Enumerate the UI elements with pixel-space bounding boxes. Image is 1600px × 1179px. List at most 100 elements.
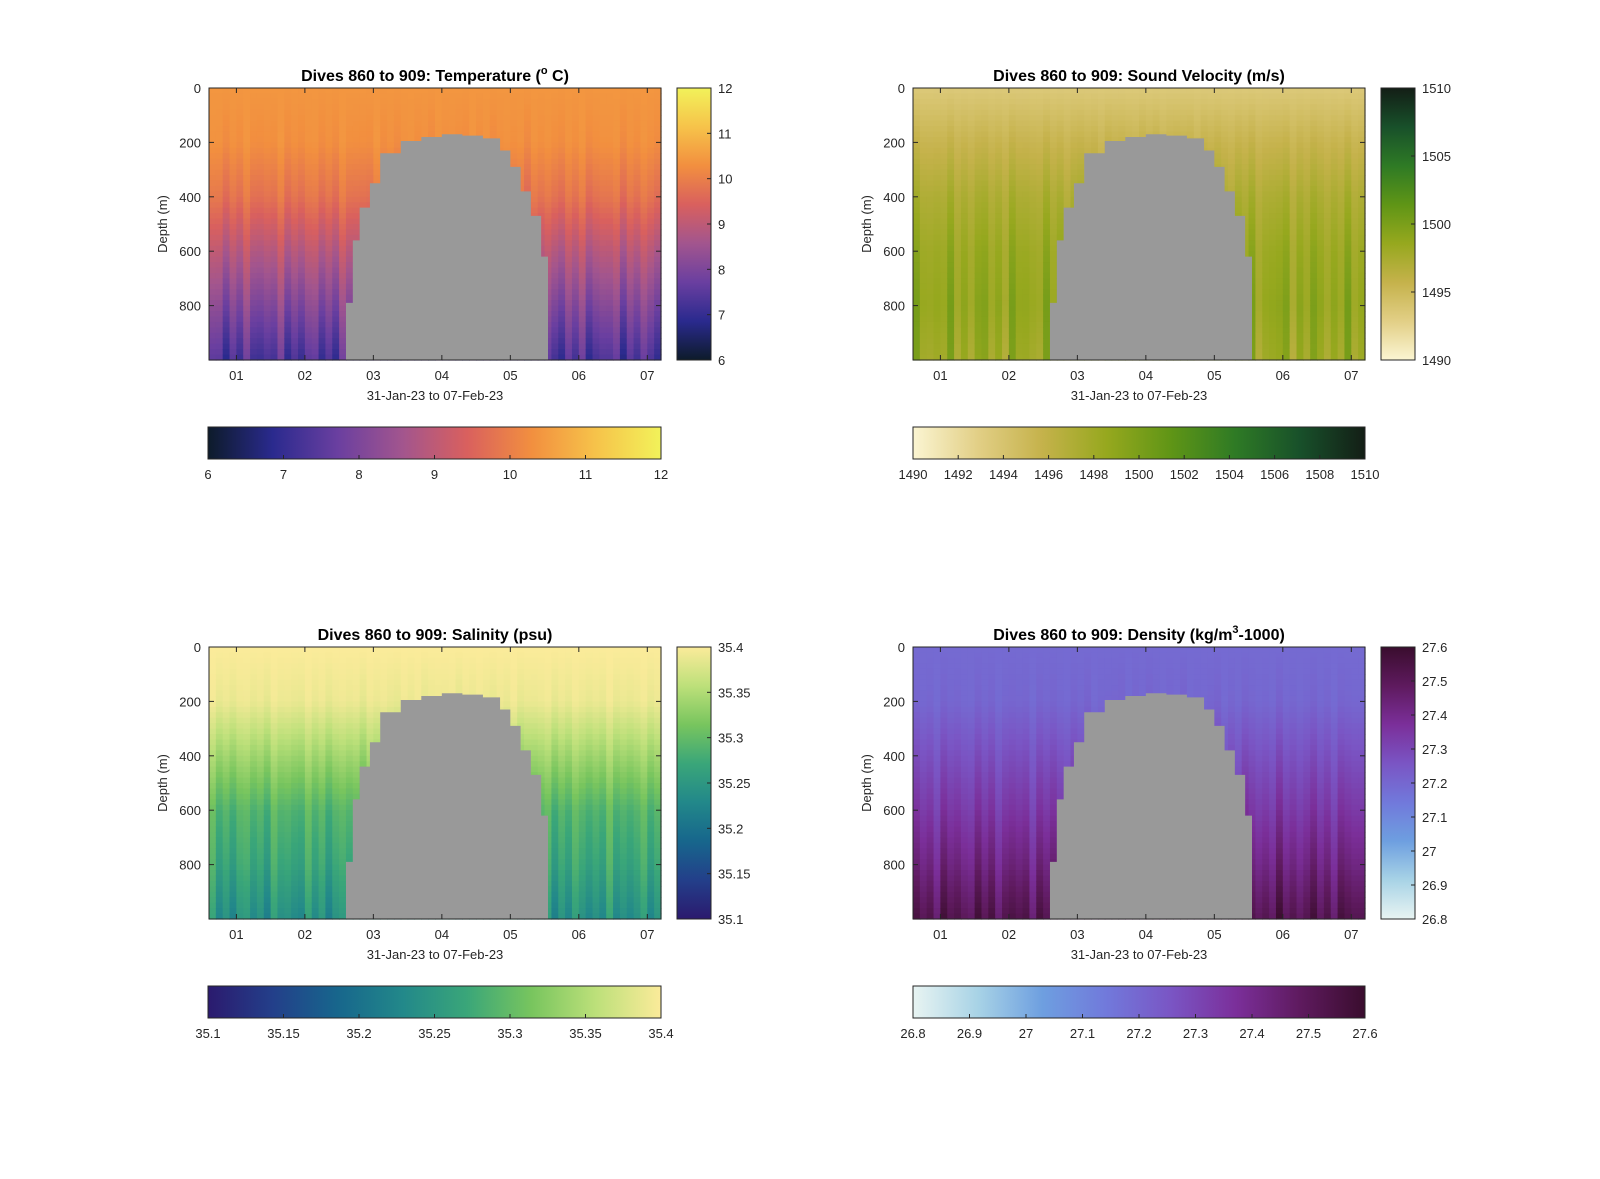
heatmap-cell (359, 158, 368, 165)
heatmap-cell (1015, 305, 1024, 312)
heatmap-cell (243, 98, 251, 105)
heatmap-cell (633, 245, 642, 252)
heatmap-cell (1070, 120, 1078, 127)
y-tick-label: 600 (179, 244, 201, 259)
heatmap-cell (263, 240, 272, 247)
heatmap-cell (222, 147, 231, 154)
heatmap-cell (947, 207, 955, 214)
x-axis-label: 31-Jan-23 to 07-Feb-23 (367, 388, 504, 403)
heatmap-cell (565, 98, 573, 105)
heatmap-cell (537, 115, 546, 122)
heatmap-cell (1008, 88, 1017, 95)
heatmap-cell (960, 278, 969, 285)
heatmap-cell (933, 104, 941, 111)
heatmap-cell (571, 142, 580, 149)
heatmap-cell (517, 98, 525, 105)
heatmap-cell (565, 147, 573, 154)
heatmap-cell (291, 158, 299, 165)
heatmap-cell (263, 136, 272, 143)
heatmap-cell (1091, 142, 1099, 149)
heatmap-cell (619, 327, 628, 334)
heatmap-cell (256, 164, 265, 171)
heatmap-cell (236, 272, 244, 279)
heatmap-cell (339, 262, 347, 269)
heatmap-cell (633, 343, 642, 350)
heatmap-cell (263, 305, 272, 312)
heatmap-cell (599, 229, 607, 236)
heatmap-cell (1029, 240, 1037, 247)
heatmap-cell (640, 267, 648, 274)
heatmap-cell (482, 120, 491, 127)
heatmap-cell (633, 311, 642, 318)
heatmap-cell (270, 283, 279, 290)
heatmap-cell (284, 185, 292, 192)
heatmap-cell (633, 300, 642, 307)
heatmap-cell (565, 104, 573, 111)
heatmap-cell (1036, 316, 1044, 323)
heatmap-cell (291, 251, 299, 258)
heatmap-cell (236, 311, 244, 318)
heatmap-cell (578, 180, 587, 187)
heatmap-cell (654, 278, 662, 285)
heatmap-cell (551, 343, 559, 350)
heatmap-cell (215, 175, 224, 182)
heatmap-cell (919, 267, 928, 274)
heatmap-cell (277, 213, 285, 220)
heatmap-cell (243, 256, 251, 263)
heatmap-cell (1049, 213, 1058, 220)
heatmap-cell (1043, 289, 1051, 296)
heatmap-cell (277, 234, 285, 241)
heatmap-cell (1070, 153, 1078, 160)
heatmap-cell (1097, 131, 1106, 138)
heatmap-cell (995, 88, 1003, 95)
heatmap-cell (1022, 289, 1031, 296)
heatmap-cell (1015, 158, 1024, 165)
heatmap-cell (940, 316, 948, 323)
heatmap-cell (537, 218, 546, 225)
heatmap-cell (304, 327, 313, 334)
heatmap-cell (585, 338, 594, 345)
heatmap-cell (940, 88, 948, 95)
heatmap-cell (277, 272, 285, 279)
heatmap-cell (551, 251, 559, 258)
heatmap-cell (981, 142, 989, 149)
heatmap-cell (209, 224, 217, 231)
heatmap-cell (263, 104, 272, 111)
heatmap-cell (215, 332, 224, 339)
heatmap-cell (209, 93, 217, 100)
heatmap-cell (1111, 120, 1120, 127)
heatmap-cell (1049, 256, 1058, 263)
heatmap-cell (1008, 104, 1017, 111)
heatmap-cell (284, 202, 292, 209)
heatmap-cell (256, 245, 265, 252)
heatmap-cell (284, 213, 292, 220)
heatmap-cell (284, 109, 292, 116)
heatmap-cell (243, 234, 251, 241)
heatmap-cell (1063, 153, 1072, 160)
heatmap-cell (940, 207, 948, 214)
heatmap-cell (222, 136, 231, 143)
heatmap-cell (995, 267, 1003, 274)
heatmap-cell (1070, 175, 1078, 182)
heatmap-cell (599, 300, 607, 307)
heatmap-cell (954, 202, 962, 209)
heatmap-cell (1043, 305, 1051, 312)
heatmap-cell (599, 321, 607, 328)
heatmap-cell (995, 294, 1003, 301)
heatmap-cell (366, 88, 374, 95)
heatmap-cell (1049, 207, 1058, 214)
heatmap-cell (366, 142, 374, 149)
heatmap-cell (270, 142, 279, 149)
heatmap-cell (613, 185, 621, 192)
heatmap-cell (571, 218, 580, 225)
heatmap-cell (981, 147, 989, 154)
heatmap-cell (1008, 305, 1017, 312)
heatmap-cell (933, 218, 941, 225)
heatmap-cell (421, 120, 429, 127)
heatmap-cell (1070, 109, 1078, 116)
heatmap-cell (1029, 305, 1037, 312)
heatmap-cell (633, 158, 642, 165)
heatmap-cell (236, 120, 244, 127)
heatmap-cell (1043, 262, 1051, 269)
heatmap-cell (619, 256, 628, 263)
